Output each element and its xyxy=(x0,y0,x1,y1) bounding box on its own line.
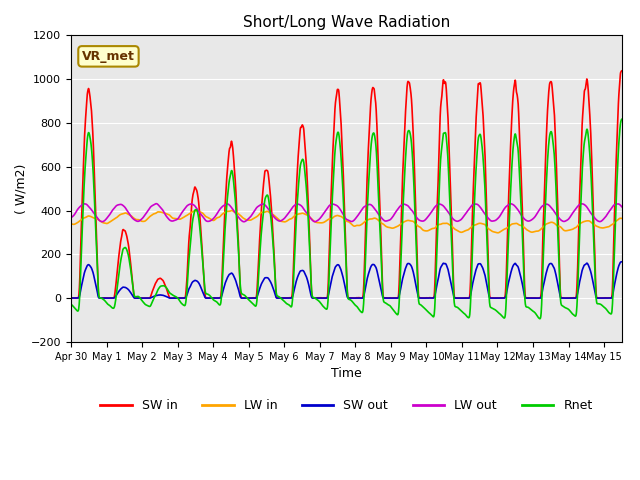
LW out xyxy=(628,217,636,223)
Line: LW in: LW in xyxy=(71,211,639,233)
Rnet xyxy=(124,250,132,256)
LW in xyxy=(247,217,255,223)
Text: VR_met: VR_met xyxy=(82,50,135,63)
SW in xyxy=(618,68,626,73)
Rnet xyxy=(390,308,397,313)
LW in xyxy=(124,211,132,217)
Line: SW in: SW in xyxy=(71,71,639,298)
LW in xyxy=(628,220,636,226)
Rnet xyxy=(636,300,640,306)
Rnet xyxy=(536,316,544,322)
LW in xyxy=(494,230,502,236)
Rnet xyxy=(246,299,254,304)
Rnet xyxy=(628,295,636,301)
Y-axis label: ( W/m2): ( W/m2) xyxy=(15,163,28,214)
SW in xyxy=(636,295,640,301)
Line: SW out: SW out xyxy=(71,262,639,298)
Line: Rnet: Rnet xyxy=(71,119,639,319)
LW out xyxy=(559,218,567,224)
SW out xyxy=(636,295,640,301)
LW out xyxy=(527,217,535,223)
SW out xyxy=(124,286,132,292)
X-axis label: Time: Time xyxy=(331,367,362,380)
LW in xyxy=(67,221,75,227)
SW out xyxy=(618,259,626,264)
Legend: SW in, LW in, SW out, LW out, Rnet: SW in, LW in, SW out, LW out, Rnet xyxy=(95,394,598,417)
SW out xyxy=(246,295,254,301)
Title: Short/Long Wave Radiation: Short/Long Wave Radiation xyxy=(243,15,450,30)
SW in xyxy=(527,295,534,301)
LW out xyxy=(124,209,132,215)
LW in xyxy=(559,227,567,232)
Rnet xyxy=(67,302,75,308)
SW in xyxy=(124,239,132,244)
LW out xyxy=(152,201,160,206)
LW out xyxy=(240,219,248,225)
LW in xyxy=(527,229,535,235)
SW out xyxy=(561,295,569,301)
LW out xyxy=(390,212,398,218)
LW in xyxy=(390,225,397,231)
LW out xyxy=(67,215,75,220)
LW in xyxy=(193,208,201,214)
SW out xyxy=(390,295,397,301)
SW in xyxy=(559,295,566,300)
LW out xyxy=(636,217,640,223)
SW in xyxy=(67,295,75,301)
Rnet xyxy=(559,303,566,309)
LW out xyxy=(247,213,255,219)
SW out xyxy=(67,295,75,301)
SW in xyxy=(246,295,254,301)
Rnet xyxy=(527,306,534,312)
SW in xyxy=(561,295,569,301)
SW out xyxy=(559,295,566,301)
SW out xyxy=(527,295,534,301)
SW out xyxy=(628,295,636,300)
Line: LW out: LW out xyxy=(71,204,639,222)
SW in xyxy=(390,295,397,301)
LW in xyxy=(636,222,640,228)
Rnet xyxy=(618,116,626,122)
SW in xyxy=(628,294,636,300)
